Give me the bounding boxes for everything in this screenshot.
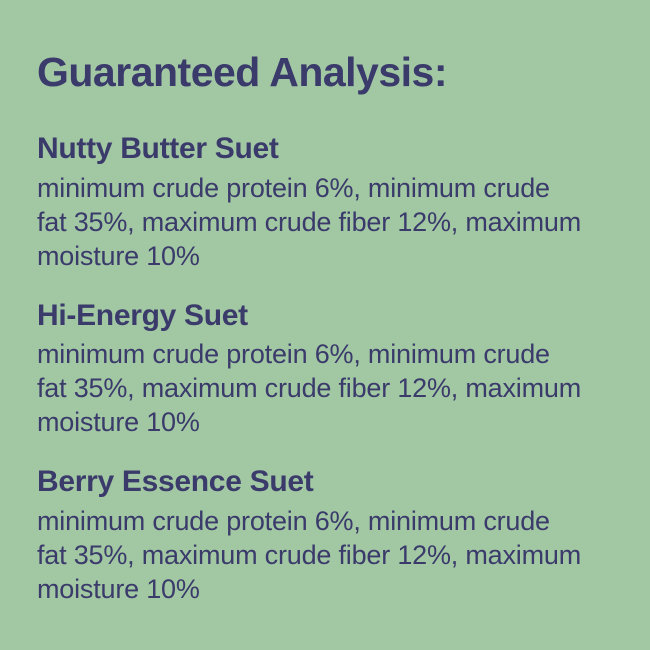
analysis-line: moisture 10%	[37, 407, 200, 437]
product-section-hi-energy-suet: Hi-Energy Suet minimum crude protein 6%,…	[37, 299, 620, 440]
analysis-line: minimum crude protein 6%, minimum crude	[37, 172, 550, 203]
product-section-nutty-butter-suet: Nutty Butter Suet minimum crude protein …	[37, 132, 620, 273]
analysis-line: fat 35%, maximum crude fiber 12%, maximu…	[37, 206, 581, 237]
product-name: Hi-Energy Suet	[37, 298, 248, 332]
product-name: Berry Essence Suet	[37, 465, 314, 498]
product-name: Nutty Butter Suet	[37, 132, 279, 165]
analysis-line: fat 35%, maximum crude fiber 12%, maximu…	[37, 373, 581, 403]
analysis-line: minimum crude protein 6%, minimum crude	[37, 339, 550, 369]
analysis-line: moisture 10%	[37, 240, 200, 271]
analysis-line: fat 35%, maximum crude fiber 12%, maximu…	[37, 539, 581, 570]
analysis-line: moisture 10%	[37, 573, 200, 604]
guaranteed-analysis-title: Guaranteed Analysis:	[37, 49, 448, 95]
product-section-berry-essence-suet: Berry Essence Suet minimum crude protein…	[37, 465, 620, 606]
analysis-line: minimum crude protein 6%, minimum crude	[37, 505, 550, 536]
